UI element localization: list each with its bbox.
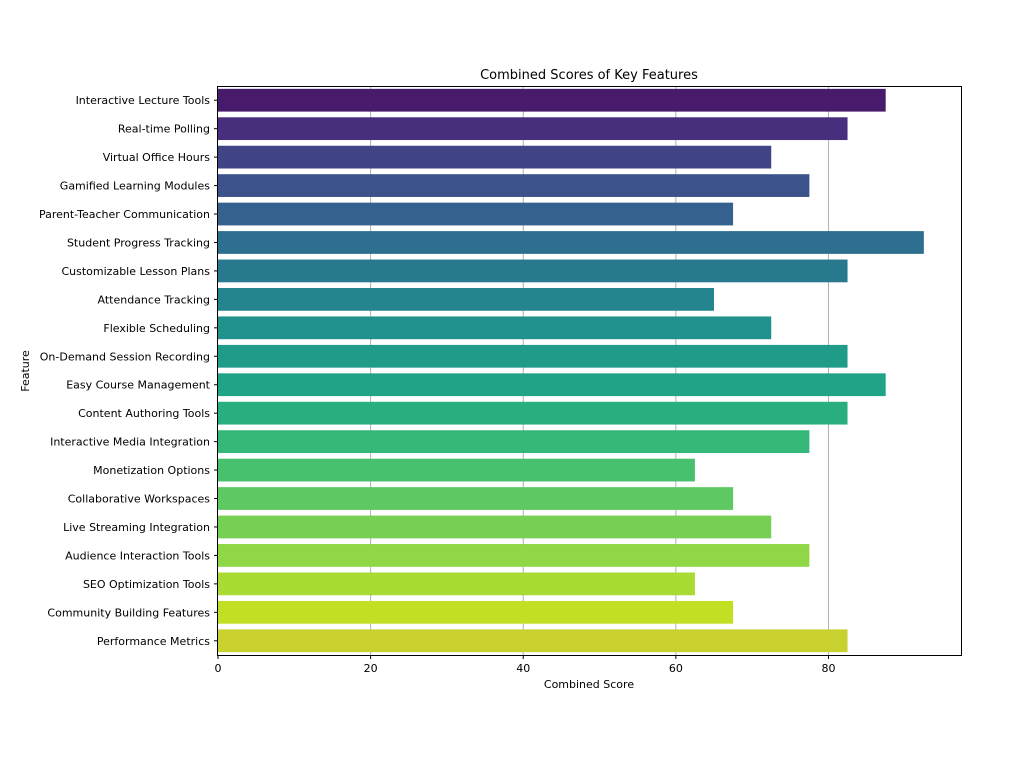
y-tick-label: Gamified Learning Modules — [60, 180, 210, 193]
bar — [218, 629, 848, 653]
gridlines — [370, 86, 829, 655]
y-tick-label: Live Streaming Integration — [63, 521, 210, 534]
x-tick-label: 20 — [364, 662, 378, 675]
plot-frame — [217, 86, 962, 656]
y-tick-label: Attendance Tracking — [98, 293, 211, 306]
y-tick-label: Content Authoring Tools — [78, 407, 210, 420]
y-tick-label: Parent-Teacher Communication — [39, 208, 210, 221]
bar — [218, 259, 848, 283]
y-tick-label: Community Building Features — [47, 606, 210, 619]
x-tick-label: 40 — [516, 662, 530, 675]
bar — [218, 600, 734, 624]
bar — [218, 231, 924, 254]
x-tick-label: 60 — [669, 662, 683, 675]
y-tick-label: Performance Metrics — [97, 635, 210, 648]
bar — [218, 316, 772, 340]
x-tick-label: 0 — [215, 662, 222, 675]
y-tick-label: Customizable Lesson Plans — [61, 265, 210, 278]
bar — [218, 430, 810, 454]
bar — [218, 487, 734, 510]
y-tick-label: Interactive Lecture Tools — [76, 94, 211, 107]
bar — [218, 572, 695, 596]
y-tick-label: Easy Course Management — [66, 379, 210, 392]
x-tick-labels: 0 20 40 60 80 — [215, 655, 835, 675]
x-tick-label: 80 — [821, 662, 835, 675]
y-tick-label: On-Demand Session Recording — [40, 350, 210, 363]
y-tick-label: Collaborative Workspaces — [68, 493, 211, 506]
bars — [218, 88, 924, 653]
y-tick-label: Flexible Scheduling — [103, 322, 210, 335]
bar — [218, 401, 848, 425]
chart-title: Combined Scores of Key Features — [480, 68, 698, 83]
bar — [218, 174, 810, 197]
bar — [218, 88, 886, 112]
y-tick-label: Audience Interaction Tools — [65, 549, 210, 562]
x-axis-label: Combined Score — [544, 678, 634, 691]
y-tick-label: Monetization Options — [93, 464, 210, 477]
y-tick-labels: Interactive Lecture Tools Real-time Polli… — [39, 94, 218, 648]
bar — [218, 287, 714, 311]
y-tick-label: Interactive Media Integration — [50, 436, 210, 449]
y-tick-label: SEO Optimization Tools — [83, 578, 210, 591]
y-tick-label: Real-time Polling — [118, 123, 210, 136]
bar — [218, 117, 848, 141]
bar — [218, 544, 810, 567]
y-axis-label: Feature — [19, 350, 32, 392]
bar — [218, 145, 772, 169]
bar — [218, 344, 848, 368]
bar — [218, 458, 695, 482]
bar — [218, 202, 734, 226]
bar — [218, 373, 886, 397]
y-tick-label: Student Progress Tracking — [67, 236, 210, 249]
y-tick-label: Virtual Office Hours — [103, 151, 211, 164]
bar — [218, 515, 772, 539]
